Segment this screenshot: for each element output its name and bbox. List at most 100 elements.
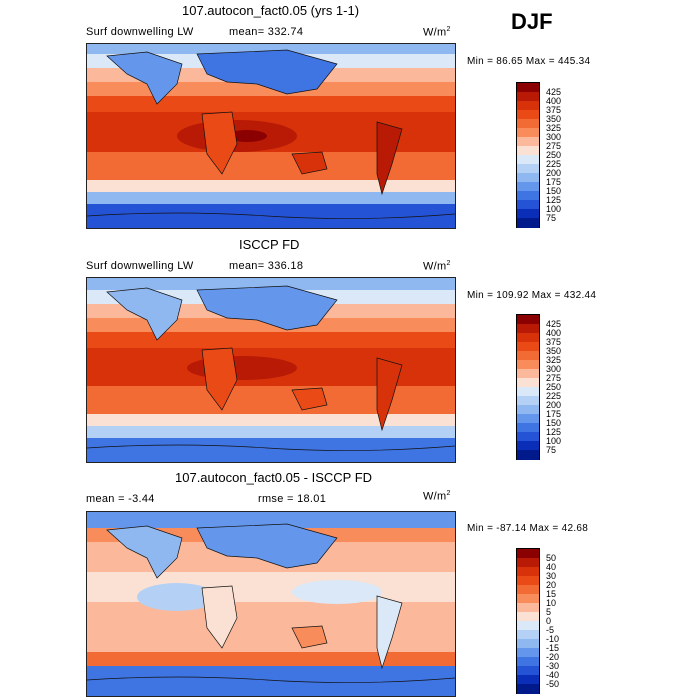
panel-2-colorbar-swatch — [517, 423, 539, 433]
panel-2-colorbar-swatch — [517, 342, 539, 352]
panel-1-colorbar-tick-label: 175 — [546, 176, 562, 187]
panel-2-colorbar-tick-label: 225 — [546, 390, 562, 401]
panel-3-colorbar-tick-label: -50 — [546, 678, 560, 689]
panel-1-colorbar-tick-label: 300 — [546, 131, 562, 142]
panel-2-colorbar-swatch — [517, 324, 539, 334]
panel-2-colorbar — [516, 314, 540, 460]
panel-2-colorbar-tick-label: 150 — [546, 417, 562, 428]
panel-2-colorbar-tick-label: 325 — [546, 354, 562, 365]
panel-1-colorbar-swatch — [517, 119, 539, 129]
panel-3-pacific-anomaly — [292, 580, 382, 604]
panel-3-colorbar-swatch — [517, 603, 539, 613]
panel-3-map-svg — [87, 512, 455, 696]
panel-3-colorbar-swatch — [517, 612, 539, 622]
panel-1-colorbar-swatch — [517, 92, 539, 102]
panel-1-colorbar-swatch — [517, 209, 539, 219]
panel-3-mean: mean = -3.44 — [86, 493, 155, 505]
panel-1-title: 107.autocon_fact0.05 (yrs 1-1) — [182, 3, 360, 18]
panel-3-colorbar-tick-label: -15 — [546, 642, 560, 653]
panel-3-north-america-land — [107, 526, 182, 578]
panel-1-colorbar-tick-label: 400 — [546, 95, 562, 106]
panel-1-colorbar-tick-label: 75 — [546, 212, 557, 223]
panel-1-colorbar-swatch — [517, 137, 539, 147]
panel-1-eurasia-land — [197, 50, 337, 94]
panel-1-south-mid-band — [87, 180, 455, 192]
panel-1-colorbar-tick-label: 100 — [546, 203, 562, 214]
panel-2-arctic-band — [87, 278, 455, 290]
panel-3-colorbar-tick-label: 10 — [546, 597, 557, 608]
panel-2-colorbar-tick-label: 75 — [546, 444, 557, 455]
panel-3-colorbar-swatch — [517, 594, 539, 604]
panel-1-map-svg — [87, 44, 455, 228]
panel-3-colorbar-swatch — [517, 630, 539, 640]
panel-3-colorbar-tick-label: 15 — [546, 588, 557, 599]
panel-2-units-exp: 2 — [446, 260, 451, 267]
panel-3-title: 107.autocon_fact0.05 - ISCCP FD — [175, 470, 373, 485]
panel-1-colorbar-swatch — [517, 155, 539, 165]
panel-3-eurasia-land — [197, 524, 337, 568]
panel-1-colorbar-swatch — [517, 164, 539, 174]
panel-2-colorbar-swatch — [517, 369, 539, 379]
panel-2-units-base: W/m — [423, 260, 447, 273]
panel-3-colorbar-swatch — [517, 621, 539, 631]
panel-2-colorbar-swatch — [517, 441, 539, 451]
panel-1-variable-label: Surf downwelling LW — [86, 26, 194, 38]
panel-2-colorbar-tick-label: 125 — [546, 426, 562, 437]
panel-3-colorbar-tick-label: -20 — [546, 651, 560, 662]
panel-3-units-base: W/m — [423, 490, 447, 503]
panel-3-colorbar-tick-label: -40 — [546, 669, 560, 680]
panel-2-colorbar-tick-label: 350 — [546, 345, 562, 356]
panel-3-minmax: Min = -87.14 Max = 42.68 — [467, 523, 589, 534]
panel-3-colorbar-swatch — [517, 675, 539, 685]
panel-2-colorbar-swatch — [517, 360, 539, 370]
panel-1-warm-core — [227, 130, 267, 142]
panel-3-antarctic-band — [87, 666, 455, 696]
panel-1-colorbar-tick-label: 125 — [546, 194, 562, 205]
panel-1-colorbar-tick-label: 150 — [546, 185, 562, 196]
panel-2-antarctic-band — [87, 438, 455, 462]
panel-1-colorbar-tick-label: 375 — [546, 104, 562, 115]
panel-1-colorbar-tick-label: 425 — [546, 86, 562, 97]
panel-1-colorbar — [516, 82, 540, 228]
panel-3-colorbar-tick-label: 40 — [546, 561, 557, 572]
panel-1-colorbar-swatch — [517, 173, 539, 183]
panel-3-colorbar-swatch — [517, 648, 539, 658]
panel-1-mean: mean= 332.74 — [229, 26, 304, 38]
panel-2-colorbar-swatch — [517, 387, 539, 397]
panel-3-units: W/m2 — [423, 490, 451, 503]
panel-2-colorbar-swatch — [517, 315, 539, 325]
panel-3-colorbar-swatch — [517, 576, 539, 586]
panel-1-colorbar-swatch — [517, 182, 539, 192]
panel-1-colorbar-tick-label: 250 — [546, 149, 562, 160]
panel-3-colorbar-tick-label: 5 — [546, 606, 552, 617]
season-label: DJF — [511, 9, 553, 34]
panel-2-colorbar-tick-label: 100 — [546, 435, 562, 446]
panel-2-mean: mean= 336.18 — [229, 260, 304, 272]
panel-3-colorbar-swatch — [517, 657, 539, 667]
panel-2-units: W/m2 — [423, 260, 451, 273]
panel-3-colorbar-tick-label: 30 — [546, 570, 557, 581]
panel-2-colorbar-swatch — [517, 351, 539, 361]
panel-2-south-mid-band — [87, 414, 455, 426]
panel-1-colorbar-tick-label: 325 — [546, 122, 562, 133]
panel-3-colorbar-tick-label: 0 — [546, 615, 552, 626]
panel-3-colorbar-swatch — [517, 549, 539, 559]
panel-3-colorbar-swatch — [517, 684, 539, 694]
panel-2-north-america-land — [107, 288, 182, 340]
panel-1-colorbar-swatch — [517, 128, 539, 138]
panel-2-colorbar-swatch — [517, 378, 539, 388]
panel-2-variable-label: Surf downwelling LW — [86, 260, 194, 272]
panel-1-units-base: W/m — [423, 26, 447, 39]
panel-2-colorbar-swatch — [517, 396, 539, 406]
panel-2-colorbar-swatch — [517, 414, 539, 424]
panel-2-south-warm-band — [87, 396, 455, 414]
panel-1-colorbar-tick-label: 275 — [546, 140, 562, 151]
panel-1-colorbar-tick-label: 350 — [546, 113, 562, 124]
panel-3-colorbar-swatch — [517, 585, 539, 595]
panel-3-colorbar — [516, 548, 540, 694]
panel-2-title: ISCCP FD — [239, 237, 300, 252]
panel-3-colorbar-swatch — [517, 558, 539, 568]
panel-1-coastlines — [87, 49, 455, 219]
panel-1-colorbar-swatch — [517, 110, 539, 120]
panel-1-arctic-band — [87, 44, 455, 54]
